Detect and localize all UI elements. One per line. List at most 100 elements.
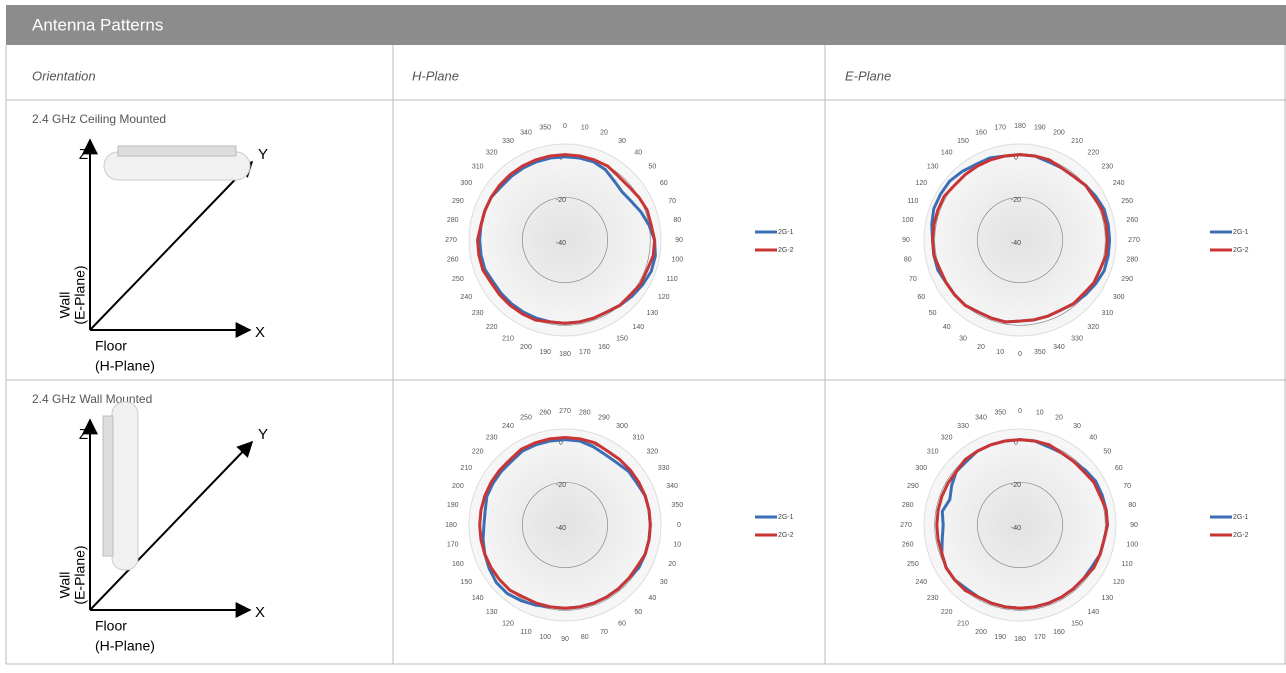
angle-label: 20 bbox=[600, 130, 608, 137]
angle-label: 130 bbox=[486, 609, 498, 616]
pattern-line bbox=[931, 153, 1109, 324]
angle-label: 20 bbox=[668, 561, 676, 568]
angle-label: 290 bbox=[1121, 276, 1133, 283]
page-title: Antenna Patterns bbox=[32, 15, 163, 34]
angle-label: 280 bbox=[447, 217, 459, 224]
angle-label: 340 bbox=[975, 415, 987, 422]
polar-disk bbox=[468, 428, 662, 622]
angle-label: 100 bbox=[1126, 542, 1138, 549]
angle-label: 350 bbox=[1034, 349, 1046, 356]
angle-label: 190 bbox=[447, 502, 459, 509]
angle-label: 200 bbox=[452, 483, 464, 490]
angle-label: 150 bbox=[616, 336, 628, 343]
angle-label: 30 bbox=[618, 138, 626, 145]
angle-label: 220 bbox=[486, 324, 498, 331]
ring bbox=[521, 481, 609, 569]
legend-label: 2G-2 bbox=[1233, 247, 1249, 254]
angle-label: 270 bbox=[1128, 237, 1140, 244]
angle-label: 30 bbox=[959, 336, 967, 343]
floor-plane-label: (H-Plane) bbox=[95, 358, 155, 374]
row-label: 2.4 GHz Ceiling Mounted bbox=[32, 112, 166, 126]
angle-label: 60 bbox=[618, 621, 626, 628]
angle-label: 80 bbox=[673, 217, 681, 224]
angle-label: 80 bbox=[1128, 502, 1136, 509]
axis-label: X bbox=[255, 324, 265, 341]
angle-label: 330 bbox=[957, 423, 969, 430]
angle-label: 240 bbox=[460, 294, 472, 301]
pattern-line bbox=[476, 153, 657, 325]
angle-label: 180 bbox=[559, 351, 571, 358]
angle-label: 10 bbox=[581, 125, 589, 132]
angle-label: 220 bbox=[1087, 150, 1099, 157]
angle-label: 170 bbox=[994, 125, 1006, 132]
legend-label: 2G-1 bbox=[778, 514, 794, 521]
device-side bbox=[102, 415, 114, 557]
angle-label: 150 bbox=[1071, 621, 1083, 628]
angle-label: 280 bbox=[902, 502, 914, 509]
angle-label: 140 bbox=[632, 324, 644, 331]
legend-label: 2G-1 bbox=[1233, 229, 1249, 236]
angle-label: 200 bbox=[975, 629, 987, 636]
angle-label: 230 bbox=[927, 595, 939, 602]
ring bbox=[521, 196, 609, 284]
angle-label: 240 bbox=[1113, 180, 1125, 187]
angle-label: 200 bbox=[1053, 130, 1065, 137]
ring-label: -40 bbox=[1011, 240, 1021, 247]
angle-label: 280 bbox=[1126, 257, 1138, 264]
angle-label: 130 bbox=[927, 164, 939, 171]
polar-disk bbox=[468, 143, 662, 337]
angle-label: 270 bbox=[445, 237, 457, 244]
angle-label: 150 bbox=[460, 579, 472, 586]
angle-label: 140 bbox=[1087, 609, 1099, 616]
angle-label: 160 bbox=[452, 561, 464, 568]
angle-label: 230 bbox=[1101, 164, 1113, 171]
angle-label: 250 bbox=[520, 415, 532, 422]
ring-label: 0 bbox=[559, 440, 563, 447]
angle-label: 300 bbox=[616, 423, 628, 430]
axis-arrow bbox=[89, 160, 254, 331]
wall-label: Wall bbox=[57, 572, 73, 599]
axis-label: Y bbox=[258, 426, 268, 443]
angle-label: 70 bbox=[1123, 483, 1131, 490]
column-header: Orientation bbox=[32, 68, 96, 83]
angle-label: 110 bbox=[667, 276, 678, 283]
angle-label: 40 bbox=[1089, 435, 1097, 442]
angle-label: 350 bbox=[539, 125, 551, 132]
angle-label: 50 bbox=[929, 310, 937, 317]
angle-label: 90 bbox=[902, 237, 910, 244]
header-bar bbox=[6, 5, 1286, 45]
legend-label: 2G-1 bbox=[1233, 514, 1249, 521]
angle-label: 330 bbox=[658, 465, 670, 472]
angle-label: 80 bbox=[904, 257, 912, 264]
device-top bbox=[117, 145, 237, 157]
angle-label: 310 bbox=[927, 449, 939, 456]
angle-label: 0 bbox=[677, 522, 681, 529]
angle-label: 80 bbox=[581, 634, 589, 641]
angle-label: 320 bbox=[646, 449, 658, 456]
angle-label: 60 bbox=[917, 294, 925, 301]
angle-label: 10 bbox=[673, 542, 681, 549]
angle-label: 320 bbox=[486, 150, 498, 157]
angle-label: 140 bbox=[472, 595, 484, 602]
angle-label: 260 bbox=[1126, 217, 1138, 224]
axis-label: X bbox=[255, 604, 265, 621]
angle-label: 130 bbox=[1101, 595, 1113, 602]
angle-label: 190 bbox=[1034, 125, 1046, 132]
angle-label: 120 bbox=[502, 621, 514, 628]
angle-label: 10 bbox=[996, 349, 1004, 356]
angle-label: 100 bbox=[539, 634, 551, 641]
angle-label: 310 bbox=[1101, 310, 1113, 317]
angle-label: 40 bbox=[943, 324, 951, 331]
angle-label: 100 bbox=[902, 217, 914, 224]
floor-label: Floor bbox=[95, 618, 127, 634]
legend-label: 2G-1 bbox=[778, 229, 794, 236]
angle-label: 340 bbox=[1053, 344, 1065, 351]
angle-label: 300 bbox=[915, 465, 927, 472]
row-label: 2.4 GHz Wall Mounted bbox=[32, 392, 152, 406]
angle-label: 30 bbox=[660, 579, 668, 586]
pattern-line bbox=[478, 436, 652, 610]
wall-label: Wall bbox=[57, 292, 73, 319]
floor-plane-label: (H-Plane) bbox=[95, 638, 155, 654]
angle-label: 260 bbox=[902, 542, 914, 549]
